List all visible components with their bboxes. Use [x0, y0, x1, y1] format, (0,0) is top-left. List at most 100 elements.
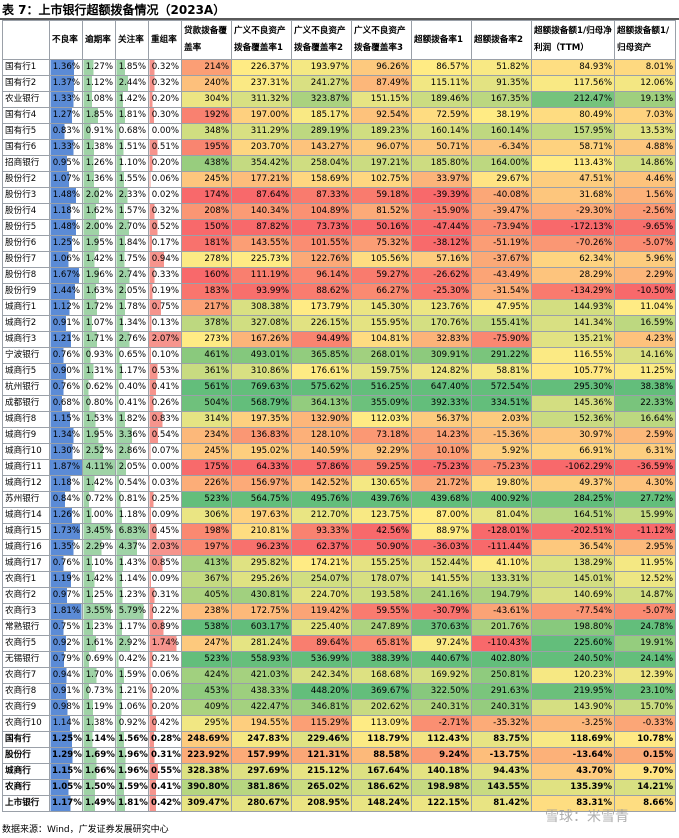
value-cell: 195.02%: [231, 443, 292, 460]
bank-name-cell: 城商行: [2, 763, 50, 780]
value-cell: -26.62%: [411, 267, 472, 284]
table-row: 股份行3 1.48% 2.02% 2.33% 0.02% 174% 87.64% 87.33%…: [2, 187, 676, 204]
value-cell: 346.81%: [291, 699, 352, 716]
value-cell: 0.26%: [148, 395, 182, 412]
value-cell: 572.54%: [471, 379, 532, 396]
value-cell: 136.83%: [231, 427, 292, 444]
value-cell: 0.06%: [148, 171, 182, 188]
value-cell: 0.68%: [115, 123, 149, 140]
table-row: 城商行14 1.26% 1.00% 1.18% 0.09% 306% 197.63% 212.…: [2, 507, 676, 524]
value-cell: 309.47%: [181, 795, 232, 812]
value-cell: 41.10%: [471, 555, 532, 572]
value-cell: 159.75%: [351, 363, 412, 380]
value-cell: 219.95%: [531, 683, 615, 700]
value-cell: 237.31%: [231, 75, 292, 92]
value-cell: 81.42%: [471, 795, 532, 812]
value-cell: 2.05%: [115, 283, 149, 300]
value-cell: 0.95%: [49, 155, 83, 172]
value-cell: 119.42%: [291, 603, 352, 620]
value-cell: 1.19%: [49, 571, 83, 588]
value-cell: 0.41%: [148, 379, 182, 396]
value-cell: 1.81%: [49, 603, 83, 620]
header-cell: 不良率: [49, 20, 83, 60]
value-cell: 143.55%: [231, 235, 292, 252]
value-cell: 12.06%: [614, 75, 676, 92]
value-cell: 185.80%: [411, 155, 472, 172]
value-cell: 1.07%: [82, 315, 116, 332]
value-cell: 1.10%: [115, 155, 149, 172]
value-cell: 254.07%: [291, 571, 352, 588]
table-row: 杭州银行 0.76% 0.62% 0.40% 0.41% 561% 769.63% 575.6…: [2, 379, 676, 396]
value-cell: -47.44%: [411, 219, 472, 236]
value-cell: -6.34%: [471, 139, 532, 156]
value-cell: 62.37%: [291, 539, 352, 556]
value-cell: 247.83%: [231, 731, 292, 748]
value-cell: 440.67%: [411, 651, 472, 668]
value-cell: 308.38%: [231, 299, 292, 316]
value-cell: 51.82%: [471, 59, 532, 76]
value-cell: -172.13%: [531, 219, 615, 236]
value-cell: 1.36%: [49, 59, 83, 76]
value-cell: 120.23%: [531, 667, 615, 684]
value-cell: 65.81%: [351, 635, 412, 652]
value-cell: 439.76%: [351, 491, 412, 508]
value-cell: 9.24%: [411, 747, 472, 764]
value-cell: 0.19%: [148, 283, 182, 300]
value-cell: 247%: [181, 635, 232, 652]
value-cell: 155.25%: [351, 555, 412, 572]
bank-name-cell: 农商行1: [2, 571, 50, 588]
value-cell: 242.34%: [291, 667, 352, 684]
value-cell: 87.49%: [351, 75, 412, 92]
value-cell: 0.20%: [148, 699, 182, 716]
value-cell: 19.80%: [471, 475, 532, 492]
value-cell: 1.12%: [82, 75, 116, 92]
value-cell: 2.52%: [82, 443, 116, 460]
table-row: 股份行7 1.06% 1.42% 1.75% 0.94% 278% 225.73% 122.7…: [2, 251, 676, 268]
value-cell: 87.82%: [231, 219, 292, 236]
value-cell: 229.46%: [291, 731, 352, 748]
value-cell: 155.41%: [471, 315, 532, 332]
value-cell: 0.83%: [49, 123, 83, 140]
value-cell: 0.94%: [49, 667, 83, 684]
table-row: 农商行3 1.81% 3.55% 5.79% 0.22% 238% 172.75% 119.4…: [2, 603, 676, 620]
value-cell: 4.37%: [115, 539, 149, 556]
value-cell: 122.15%: [411, 795, 472, 812]
value-cell: 0.00%: [148, 459, 182, 476]
value-cell: 0.17%: [148, 235, 182, 252]
value-cell: 234%: [181, 427, 232, 444]
value-cell: 1.42%: [115, 91, 149, 108]
value-cell: 8.66%: [614, 795, 676, 812]
value-cell: 304%: [181, 91, 232, 108]
value-cell: 1.26%: [82, 155, 116, 172]
value-cell: 1.38%: [82, 715, 116, 732]
value-cell: 311.29%: [231, 123, 292, 140]
value-cell: 1.12%: [49, 299, 83, 316]
table-row: 股份行4 1.18% 1.62% 1.57% 0.32% 208% 140.34% 104.8…: [2, 203, 676, 220]
value-cell: 1.36%: [82, 171, 116, 188]
value-cell: 80.49%: [531, 107, 615, 124]
value-cell: 0.06%: [148, 667, 182, 684]
bank-name-cell: 城商行10: [2, 443, 50, 460]
table-row: 农商行5 0.92% 1.61% 2.92% 1.74% 247% 281.24% 89.64…: [2, 635, 676, 652]
bank-name-cell: 股份行6: [2, 235, 50, 252]
value-cell: 111.19%: [231, 267, 292, 284]
value-cell: 138.29%: [531, 555, 615, 572]
value-cell: 64.33%: [231, 459, 292, 476]
value-cell: 94.49%: [291, 331, 352, 348]
value-cell: 167.26%: [231, 331, 292, 348]
value-cell: 438%: [181, 155, 232, 172]
value-cell: 62.34%: [531, 251, 615, 268]
value-cell: 59.55%: [351, 603, 412, 620]
bank-name-cell: 上市银行: [2, 795, 50, 812]
value-cell: 402.80%: [471, 651, 532, 668]
value-cell: 87.33%: [291, 187, 352, 204]
value-cell: 355.09%: [351, 395, 412, 412]
value-cell: 1.81%: [115, 107, 149, 124]
table-row: 国有行1 1.36% 1.27% 1.85% 0.32% 214% 226.37% 193.9…: [2, 59, 676, 76]
value-cell: 81.52%: [351, 203, 412, 220]
value-cell: 1.29%: [49, 747, 83, 764]
value-cell: -111.44%: [471, 539, 532, 556]
table-row: 城商行10 1.30% 2.52% 2.86% 0.07% 245% 195.02% 140.…: [2, 443, 676, 460]
value-cell: 2.95%: [614, 539, 676, 556]
value-cell: 364.13%: [291, 395, 352, 412]
